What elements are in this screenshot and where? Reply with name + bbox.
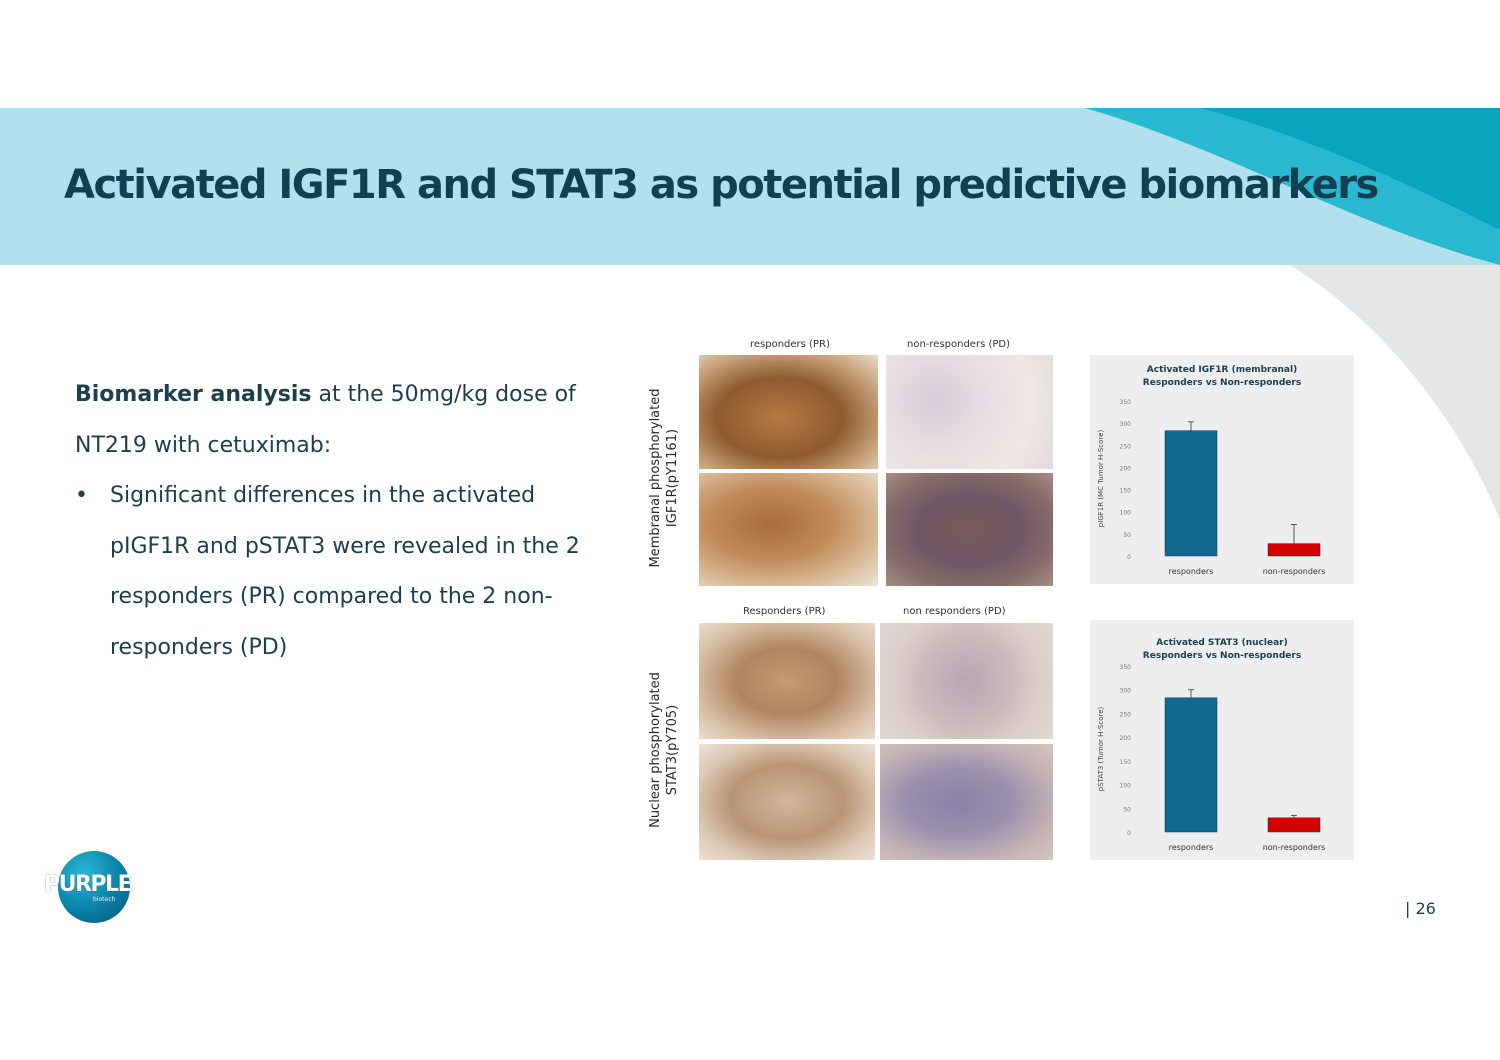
body-text: Biomarker analysis at the 50mg/kg dose o… <box>75 370 595 673</box>
chart-igf1r-svg: Activated IGF1R (membranal) Responders vs… <box>1097 365 1326 576</box>
chart0-ytick-label: 300 <box>1120 421 1132 428</box>
chart0-ytick-label: 150 <box>1120 488 1132 495</box>
chart1-ytick-label: 250 <box>1120 711 1132 718</box>
bullet-icon: • <box>75 483 88 508</box>
chart0-ytick-label: 0 <box>1127 554 1131 561</box>
chart0-ytick-label: 250 <box>1120 443 1132 450</box>
top-col-left-label: responders (PR) <box>750 339 830 350</box>
chart1-title: Activated STAT3 (nuclear) <box>1156 638 1287 648</box>
micrograph-igf1r-nonresponder-1 <box>886 355 1053 469</box>
intro-bold: Biomarker analysis <box>75 382 312 407</box>
chart0-title: Activated IGF1R (membranal) <box>1147 365 1297 375</box>
chart0-ytick-label: 100 <box>1120 510 1132 517</box>
micrograph-igf1r-nonresponder-2 <box>886 473 1053 586</box>
chart1-bar-responders <box>1164 697 1218 833</box>
bullet-text: Significant differences in the activated… <box>110 483 580 660</box>
top-row-label-line2: IGF1R(pY1161) <box>665 428 680 528</box>
chart-stat3: Activated STAT3 (nuclear) Responders vs N… <box>1090 620 1354 860</box>
chart0-ytick-label: 50 <box>1123 532 1131 539</box>
chart-stat3-svg: Activated STAT3 (nuclear) Responders vs N… <box>1097 638 1326 852</box>
chart1-subtitle: Responders vs Non-responders <box>1143 651 1301 661</box>
chart-igf1r: Activated IGF1R (membranal) Responders vs… <box>1090 355 1354 584</box>
bottom-row-label: Nuclear phosphorylated STAT3(pY705) <box>647 650 683 850</box>
bottom-row-label-line1: Nuclear phosphorylated <box>648 672 663 828</box>
bottom-row-label-line2: STAT3(pY705) <box>665 704 680 796</box>
chart1-ytick-label: 200 <box>1120 735 1132 742</box>
chart0-ytick-label: 350 <box>1120 399 1132 406</box>
logo-text: PURPLE <box>44 872 133 897</box>
bottom-col-right-label: non responders (PD) <box>903 606 1006 617</box>
chart0-bar-responders <box>1164 430 1218 557</box>
company-logo <box>58 851 130 923</box>
chart1-ytick-label: 100 <box>1120 783 1132 790</box>
chart0-ylabel: pIGF1R (MC Tumor H-Score) <box>1097 430 1105 528</box>
chart1-category-label: responders <box>1169 843 1214 852</box>
intro-rest: at the 50mg/kg dose of NT219 with cetuxi… <box>75 382 576 458</box>
bottom-col-left-label: Responders (PR) <box>743 606 826 617</box>
micrograph-stat3-responder-2 <box>699 744 875 860</box>
slide-title: Activated IGF1R and STAT3 as potential p… <box>64 162 1379 208</box>
chart1-ytick-label: 150 <box>1120 759 1132 766</box>
chart1-ytick-label: 300 <box>1120 688 1132 695</box>
chart1-ytick-label: 0 <box>1127 830 1131 837</box>
top-row-label-line1: Membranal phosphorylated <box>648 388 663 568</box>
bullet-item: • Significant differences in the activat… <box>75 471 595 673</box>
chart1-bar-non-responders <box>1267 817 1321 833</box>
micrograph-stat3-nonresponder-1 <box>880 623 1053 739</box>
micrograph-stat3-responder-1 <box>699 623 875 739</box>
top-col-right-label: non-responders (PD) <box>907 339 1010 350</box>
top-row-label: Membranal phosphorylated IGF1R(pY1161) <box>647 378 683 578</box>
chart1-ylabel: pSTAT3 (Tumor H-Score) <box>1097 706 1105 791</box>
chart1-category-label: non-responders <box>1263 843 1326 852</box>
chart0-subtitle: Responders vs Non-responders <box>1143 378 1301 388</box>
chart1-ytick-label: 50 <box>1123 806 1131 813</box>
chart0-ytick-label: 200 <box>1120 465 1132 472</box>
chart1-ytick-label: 350 <box>1120 664 1132 671</box>
page-number: | 26 <box>1405 899 1436 918</box>
chart0-bar-non-responders <box>1267 543 1321 557</box>
logo-subtext: biotech <box>93 896 116 903</box>
chart0-category-label: non-responders <box>1263 567 1326 576</box>
micrograph-igf1r-responder-1 <box>699 355 878 469</box>
micrograph-igf1r-responder-2 <box>699 473 878 586</box>
chart0-category-label: responders <box>1169 567 1214 576</box>
intro-paragraph: Biomarker analysis at the 50mg/kg dose o… <box>75 370 595 471</box>
micrograph-stat3-nonresponder-2 <box>880 744 1053 860</box>
